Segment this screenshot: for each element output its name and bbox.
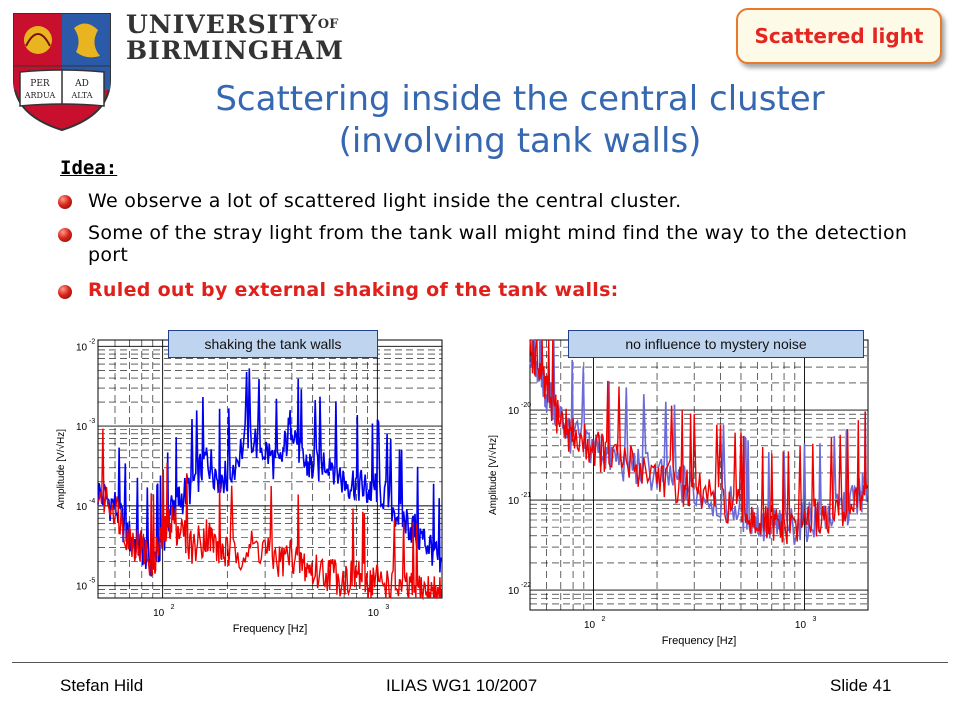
series-line-2 (97, 428, 442, 601)
y-tick-exponent: -5 (89, 578, 95, 585)
university-line1: UNIVERSITY (126, 10, 318, 39)
footer-event: ILIAS WG1 10/2007 (386, 676, 538, 695)
y-tick-exponent: -20 (521, 402, 531, 409)
y-axis-label: Amplitude [V/√Hz] (55, 429, 67, 509)
university-crest-logo: PER AD ARDUA ALTA (13, 13, 111, 132)
y-tick-label: 10 (508, 586, 520, 597)
y-tick-exponent: -22 (521, 582, 531, 589)
y-tick-exponent: -2 (89, 338, 95, 345)
x-axis-label: Frequency [Hz] (233, 623, 308, 635)
bullet-icon (58, 285, 72, 299)
y-tick-exponent: -4 (89, 498, 95, 505)
topic-badge: Scattered light (736, 8, 942, 64)
plot-caption-no-influence: no influence to mystery noise (568, 330, 864, 358)
series-line-2 (529, 339, 868, 545)
footer-author: Stefan Hild (60, 676, 144, 695)
x-tick-exponent: 3 (385, 604, 389, 611)
footer-divider (12, 662, 948, 663)
crest-text-ad: AD (74, 79, 89, 89)
footer-slide-number: Slide 41 (830, 676, 892, 695)
bullet-text-3: Ruled out by external shaking of the tan… (88, 279, 619, 301)
crest-text-per: PER (30, 79, 50, 89)
x-axis-label: Frequency [Hz] (662, 635, 737, 647)
crest-text-ardua: ARDUA (24, 91, 56, 100)
x-tick-label: 10 (795, 620, 807, 631)
x-tick-exponent: 2 (602, 616, 606, 623)
university-line2: BIRMINGHAM (126, 36, 344, 65)
y-tick-exponent: -21 (521, 492, 531, 499)
slide-title-line1: Scattering inside the central cluster (215, 79, 825, 119)
x-tick-exponent: 3 (812, 616, 816, 623)
bullet-icon (58, 228, 72, 242)
x-tick-label: 10 (368, 608, 380, 619)
y-tick-label: 10 (508, 496, 520, 507)
x-tick-label: 10 (584, 620, 596, 631)
crest-text-alta: ALTA (70, 91, 92, 100)
university-name: UNIVERSITYOF BIRMINGHAM (126, 12, 344, 64)
series-line-1 (97, 368, 443, 577)
y-tick-label: 10 (76, 582, 88, 593)
y-tick-label: 10 (508, 406, 520, 417)
plot-caption-shaking: shaking the tank walls (168, 330, 378, 358)
y-tick-label: 10 (76, 502, 88, 513)
idea-heading: Idea: (60, 157, 118, 179)
x-tick-exponent: 2 (171, 604, 175, 611)
bullet-icon (58, 195, 72, 209)
x-tick-label: 10 (153, 608, 165, 619)
university-of: OF (317, 17, 339, 32)
slide-title-line2: (involving tank walls) (338, 121, 702, 161)
bullet-text-1: We observe a lot of scattered light insi… (88, 190, 682, 212)
slide-title: Scattering inside the central cluster (i… (150, 78, 890, 162)
bullet-text-2: Some of the stray light from the tank wa… (88, 222, 908, 266)
y-tick-exponent: -3 (89, 418, 95, 425)
y-tick-label: 10 (76, 342, 88, 353)
y-axis-label: Amplitude [V/√Hz] (487, 435, 499, 515)
y-tick-label: 10 (76, 422, 88, 433)
